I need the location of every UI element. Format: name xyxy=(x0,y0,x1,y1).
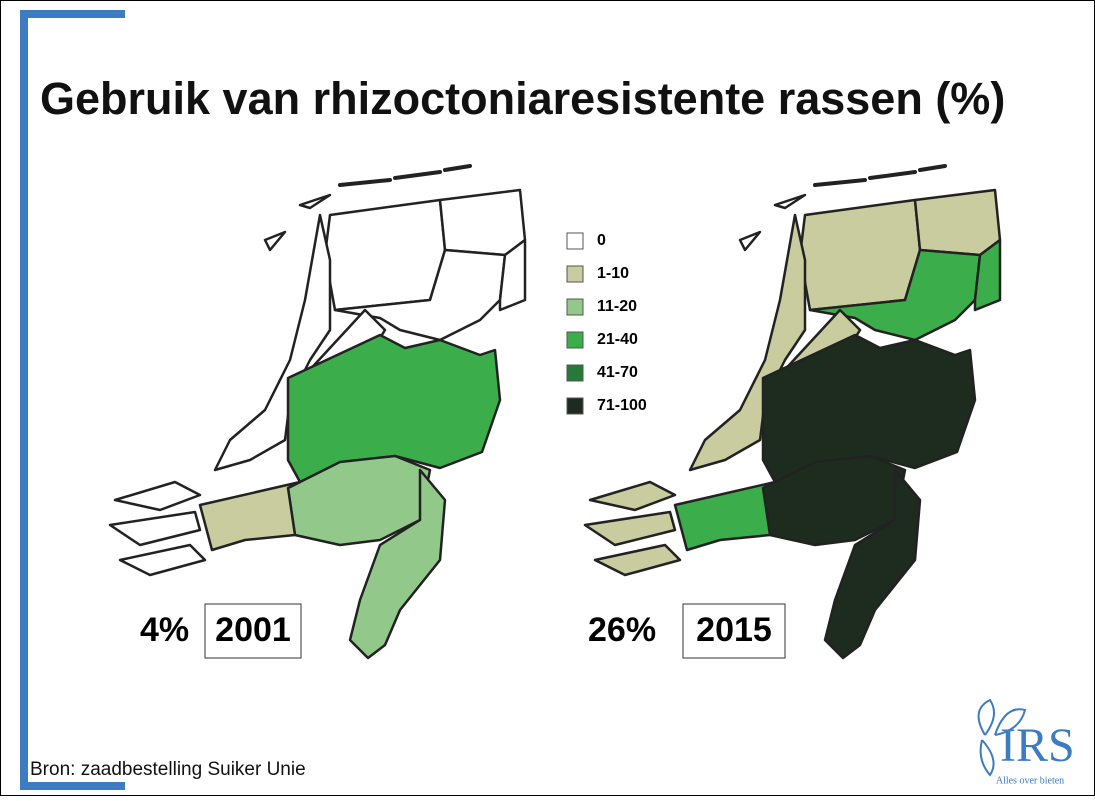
province xyxy=(438,188,527,257)
province xyxy=(913,188,1002,257)
island xyxy=(918,164,947,172)
share: 26% xyxy=(588,611,656,649)
province xyxy=(113,480,202,512)
province xyxy=(333,248,507,342)
province xyxy=(348,468,447,660)
year-box xyxy=(204,603,302,659)
province xyxy=(583,510,677,547)
legend-swatch xyxy=(566,331,584,349)
province xyxy=(973,238,1002,312)
province xyxy=(198,480,302,552)
maps xyxy=(108,164,1002,660)
province xyxy=(738,230,762,252)
legend-swatch xyxy=(566,364,584,382)
legend-label: 0 xyxy=(597,232,606,249)
legend-swatch xyxy=(566,232,584,250)
share: 4% xyxy=(140,611,189,649)
legend-label: 41-70 xyxy=(597,364,638,381)
province xyxy=(323,198,447,312)
island xyxy=(813,178,867,187)
province xyxy=(108,510,202,547)
logo-tagline: Alles over bieten xyxy=(996,775,1064,786)
province xyxy=(118,543,207,577)
source: Bron: zaadbestelling Suiker Unie xyxy=(30,759,306,780)
island xyxy=(393,170,442,180)
legend-swatch xyxy=(566,397,584,415)
year: 2001 xyxy=(215,611,291,649)
province xyxy=(823,468,922,660)
province xyxy=(773,193,807,210)
island xyxy=(443,164,472,172)
legend-swatch xyxy=(566,298,584,316)
province xyxy=(498,238,527,312)
province xyxy=(298,193,332,210)
title: Gebruik van rhizoctoniaresistente rassen… xyxy=(40,73,1005,124)
province xyxy=(588,480,677,512)
year-box xyxy=(682,603,786,659)
island xyxy=(338,178,392,187)
province-map xyxy=(583,164,1002,660)
province xyxy=(263,230,287,252)
province xyxy=(688,213,807,472)
legend-label: 11-20 xyxy=(597,298,637,315)
island xyxy=(868,170,917,180)
province xyxy=(213,213,332,472)
logo: IRS Alles over bieten xyxy=(977,698,1075,786)
province-map xyxy=(108,164,527,660)
legend-label: 71-100 xyxy=(597,397,647,414)
logo-icon xyxy=(977,698,1027,777)
legend-label: 1-10 xyxy=(597,265,629,282)
logo-name: IRS xyxy=(1000,719,1075,772)
accent-bar xyxy=(20,10,28,790)
province xyxy=(808,248,982,342)
legend-label: 21-40 xyxy=(597,331,638,348)
province xyxy=(798,198,922,312)
province xyxy=(673,480,777,552)
accent-bottom xyxy=(20,782,125,790)
accent-top xyxy=(20,10,125,18)
province xyxy=(593,543,682,577)
year: 2015 xyxy=(696,611,772,649)
legend: 0 1-10 11-20 21-40 41-70 71-100 xyxy=(566,232,647,415)
legend-swatch xyxy=(566,265,584,283)
